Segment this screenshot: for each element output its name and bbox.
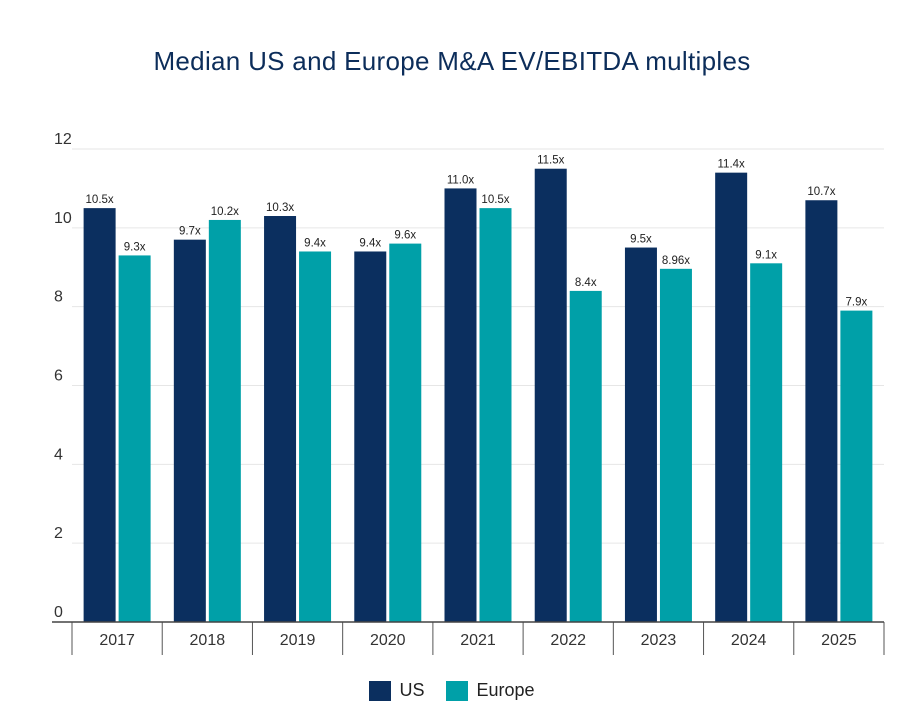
data-label: 10.7x (807, 186, 835, 198)
data-label: 11.5x (537, 155, 565, 167)
x-tick-label: 2025 (821, 632, 857, 649)
y-tick-label: 8 (54, 289, 63, 306)
y-tick-label: 2 (54, 525, 63, 542)
x-tick-label: 2021 (460, 632, 496, 649)
data-label: 11.0x (447, 174, 475, 186)
legend-swatch-europe (446, 680, 469, 701)
bar-europe (659, 268, 692, 622)
x-tick-label: 2020 (370, 632, 406, 649)
data-label: 10.5x (481, 194, 509, 206)
x-tick-label: 2017 (99, 632, 135, 649)
bar-us (534, 168, 567, 623)
data-label: 9.1x (755, 249, 777, 261)
chart-title: Median US and Europe M&A EV/EBITDA multi… (153, 46, 751, 76)
x-tick-label: 2018 (190, 632, 226, 649)
legend-swatch-us (369, 680, 392, 701)
bar-us (83, 208, 116, 622)
y-tick-label: 0 (54, 604, 63, 621)
bar-us (805, 200, 838, 622)
bar-us (444, 188, 477, 622)
x-tick-label: 2022 (550, 632, 586, 649)
y-tick-label: 6 (54, 368, 63, 385)
bar-europe (479, 208, 512, 622)
data-label: 11.4x (718, 159, 746, 171)
bar-us (715, 172, 748, 622)
data-label: 9.4x (359, 237, 381, 249)
x-tick-label: 2024 (731, 632, 767, 649)
data-label: 9.3x (124, 241, 146, 253)
legend-item-europe: Europe (446, 680, 535, 701)
bar-europe (569, 290, 602, 622)
bar-us (624, 247, 657, 622)
y-tick-label: 12 (54, 131, 72, 148)
bar-europe (389, 243, 422, 622)
data-label: 10.2x (211, 206, 239, 218)
data-label: 9.5x (630, 234, 652, 246)
bar-europe (118, 255, 151, 623)
data-label: 7.9x (846, 297, 868, 309)
legend-item-us: US (369, 680, 424, 701)
y-tick-label: 4 (54, 446, 63, 463)
data-label: 10.3x (266, 202, 294, 214)
x-tick-label: 2019 (280, 632, 316, 649)
bar-europe (750, 263, 783, 622)
legend-label-europe: Europe (476, 680, 535, 700)
bar-europe (208, 219, 241, 622)
data-label: 9.7x (179, 226, 201, 238)
data-label: 8.4x (575, 277, 597, 289)
data-label: 8.96x (662, 255, 690, 267)
data-label: 9.6x (394, 230, 416, 242)
bar-europe (299, 251, 332, 622)
bar-us (264, 216, 297, 622)
x-tick-label: 2023 (641, 632, 677, 649)
bar-us (354, 251, 387, 622)
legend-label-us: US (399, 680, 425, 700)
bar-us (173, 239, 206, 623)
bar-europe (840, 310, 873, 622)
legend: US Europe (0, 680, 904, 701)
data-label: 10.5x (86, 194, 114, 206)
data-label: 9.4x (304, 237, 326, 249)
y-tick-label: 10 (54, 210, 72, 227)
